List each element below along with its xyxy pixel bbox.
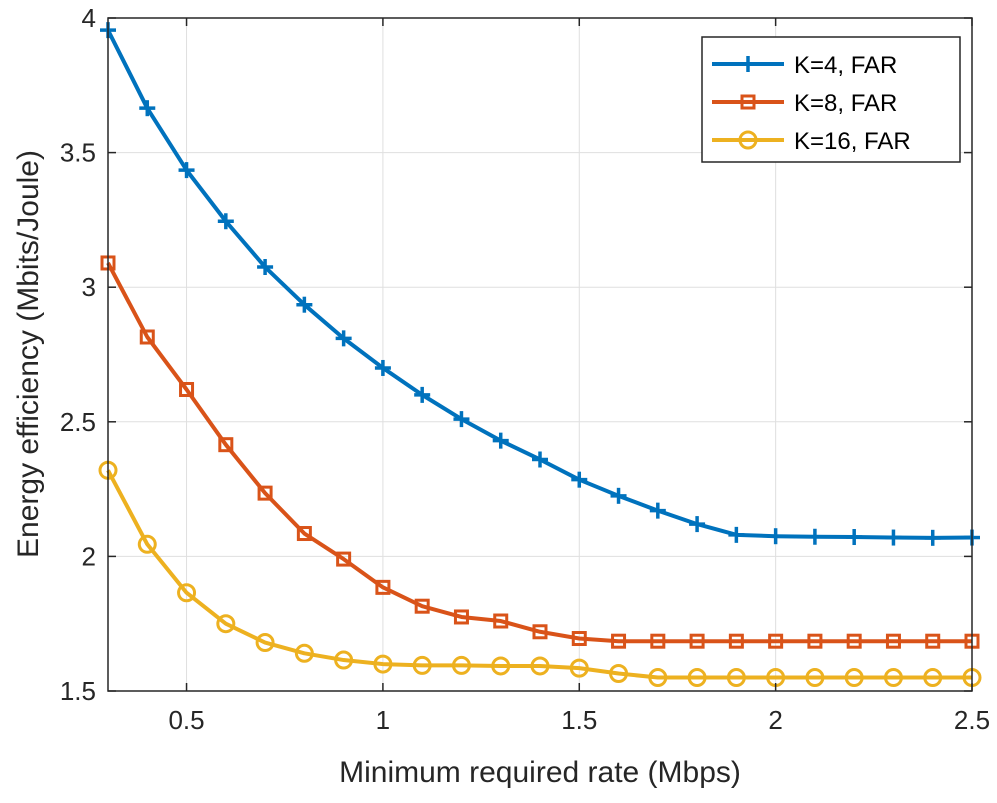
data-point-series-3: [883, 668, 903, 688]
data-point-series-1: [532, 451, 548, 468]
legend: K=4, FAR K=8, FAR K=16, FAR: [701, 36, 961, 163]
data-point-series-2: [571, 631, 587, 647]
data-point-series-1: [571, 471, 588, 488]
series-line-3: [106, 469, 972, 680]
data-point-series-2: [257, 485, 273, 501]
data-point-series-3: [648, 668, 668, 688]
data-point-series-2: [689, 633, 705, 649]
data-point-series-3: [687, 668, 707, 688]
y-tick-label: 1.5: [60, 676, 96, 706]
x-tick-label: 1.5: [561, 705, 597, 735]
data-point-series-2: [414, 598, 430, 614]
data-point-series-1: [453, 411, 470, 428]
data-point-series-3: [569, 658, 589, 678]
data-point-series-2: [532, 624, 548, 640]
data-point-series-2: [218, 437, 234, 453]
data-point-series-3: [844, 668, 864, 688]
data-point-series-3: [805, 668, 825, 688]
data-point-series-1: [649, 502, 666, 519]
data-point-series-2: [885, 633, 901, 649]
y-tick-label: 3.5: [60, 138, 96, 168]
x-tick-label: 0.5: [168, 705, 204, 735]
data-point-series-3: [726, 668, 746, 688]
data-point-series-3: [491, 656, 511, 676]
x-axis-title: Minimum required rate (Mbps): [339, 756, 741, 789]
data-point-series-3: [530, 656, 550, 676]
data-point-series-1: [217, 213, 234, 230]
data-point-series-3: [373, 654, 393, 674]
data-point-series-1: [492, 432, 509, 449]
x-tick-label: 2: [768, 705, 782, 735]
data-point-series-1: [139, 100, 156, 117]
y-tick-label: 3: [82, 272, 96, 302]
y-tick-label: 2.5: [60, 407, 96, 437]
data-point-series-1: [885, 529, 902, 546]
legend-marker-3: [738, 130, 758, 150]
data-point-series-1: [767, 528, 784, 545]
data-point-series-3: [137, 534, 157, 554]
data-point-series-3: [255, 633, 275, 653]
data-point-series-1: [689, 516, 706, 533]
data-point-series-2: [336, 551, 352, 567]
data-point-series-1: [414, 386, 431, 403]
data-point-series-2: [296, 526, 312, 542]
data-point-series-3: [294, 643, 314, 663]
data-point-series-2: [650, 633, 666, 649]
data-point-series-3: [609, 664, 629, 684]
data-point-series-3: [923, 668, 943, 688]
data-point-series-1: [610, 487, 627, 504]
plot-frame: [107, 17, 973, 692]
data-point-series-2: [453, 609, 469, 625]
data-point-series-3: [177, 583, 197, 603]
y-axis-title: Energy efficiency (Mbits/Joule): [12, 150, 45, 558]
x-tick-label: 1: [376, 705, 390, 735]
data-point-series-1: [846, 529, 863, 546]
data-point-series-2: [493, 613, 509, 629]
legend-label-1: K=4, FAR: [794, 52, 897, 79]
data-point-series-2: [611, 633, 627, 649]
data-point-series-2: [768, 633, 784, 649]
data-point-series-3: [412, 655, 432, 675]
data-point-series-1: [924, 529, 941, 546]
data-point-series-2: [139, 329, 155, 345]
series-markers: [98, 22, 982, 688]
y-tick-label: 4: [82, 3, 96, 33]
data-point-series-3: [451, 655, 471, 675]
data-point-series-2: [179, 381, 195, 397]
data-point-series-2: [375, 579, 391, 595]
data-point-series-2: [728, 633, 744, 649]
data-point-series-2: [925, 633, 941, 649]
data-point-series-1: [257, 259, 274, 276]
data-point-series-3: [216, 614, 236, 634]
legend-label-2: K=8, FAR: [794, 90, 897, 117]
data-point-series-2: [846, 633, 862, 649]
data-point-series-1: [806, 528, 823, 545]
legend-marker-2: [740, 94, 756, 110]
x-tick-label: 2.5: [954, 705, 990, 735]
y-tick-label: 2: [82, 541, 96, 571]
data-point-series-3: [334, 650, 354, 670]
data-point-series-1: [178, 162, 195, 179]
legend-marker-1: [740, 56, 756, 72]
axis-ticks: 0.5 1 1.5 2 2.5 1.5 2 2.5 3 3.5 4: [60, 3, 990, 735]
data-point-series-1: [374, 359, 391, 376]
data-point-series-1: [728, 526, 745, 543]
series-line-2: [106, 262, 972, 644]
data-point-series-1: [335, 330, 352, 347]
legend-label-3: K=16, FAR: [794, 128, 911, 155]
data-point-series-1: [296, 296, 313, 313]
data-point-series-2: [807, 633, 823, 649]
